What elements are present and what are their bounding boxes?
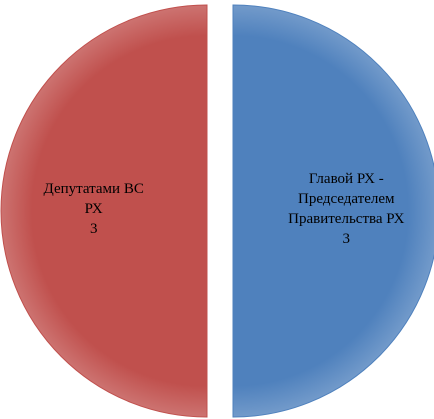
pie-slice (232, 4, 434, 418)
slice-label: Главой РХ -Председателем Правительства РХ (288, 171, 404, 227)
slice-label: Депутатами ВС РХ (44, 181, 144, 217)
slice-value: 3 (343, 231, 351, 247)
pie-slice (0, 4, 208, 418)
slice-value: 3 (90, 221, 98, 237)
